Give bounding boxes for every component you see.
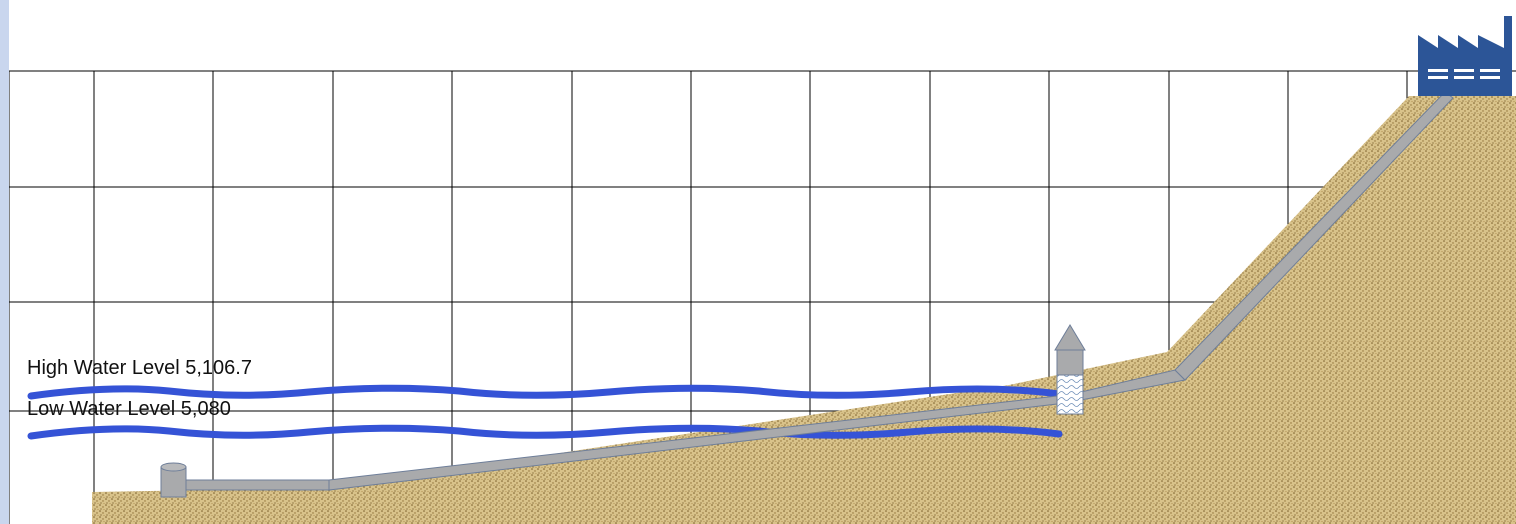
diagram-canvas: High Water Level 5,106.7 Low Water Level… [9, 0, 1516, 524]
pump-tower [1054, 324, 1086, 415]
diagram-svg [9, 16, 1516, 524]
high-water-wave [27, 384, 1063, 400]
low-water-level-label: Low Water Level 5,080 [27, 398, 231, 420]
intake-pipe [183, 479, 332, 491]
high-water-level-label: High Water Level 5,106.7 [27, 357, 252, 379]
intake-tank [160, 462, 187, 498]
ground-slope [92, 96, 1516, 524]
factory-icon [1418, 16, 1512, 96]
pipeline-upper [1174, 91, 1454, 381]
low-water-wave [27, 424, 1063, 440]
